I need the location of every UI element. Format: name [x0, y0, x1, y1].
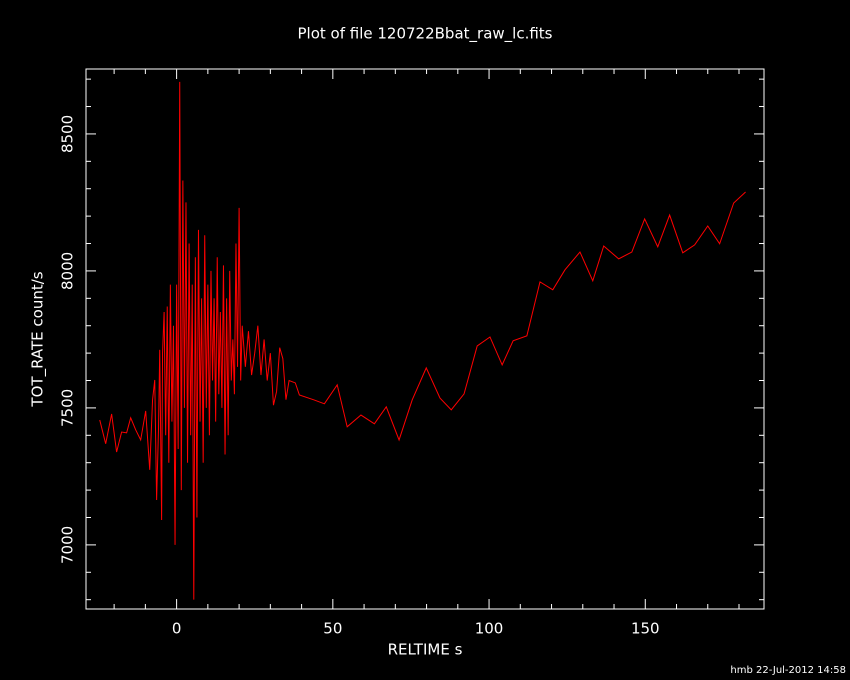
data-line	[99, 81, 746, 600]
y-tick-label: 8000	[59, 252, 77, 290]
y-tick-label: 7000	[59, 526, 77, 564]
y-tick-label: 8500	[59, 115, 77, 153]
chart-title: Plot of file 120722Bbat_raw_lc.fits	[298, 25, 553, 44]
y-tick-label: 7500	[59, 389, 77, 427]
x-tick-label: 150	[631, 620, 660, 638]
y-axis-label: TOT_RATE count/s	[29, 271, 48, 407]
x-axis-label: RELTIME s	[388, 641, 463, 659]
x-tick-label: 50	[323, 620, 342, 638]
x-tick-label: 0	[172, 620, 182, 638]
footer: hmb 22-Jul-2012 14:58	[730, 665, 846, 676]
plot-frame	[85, 68, 765, 610]
x-tick-label: 100	[475, 620, 504, 638]
